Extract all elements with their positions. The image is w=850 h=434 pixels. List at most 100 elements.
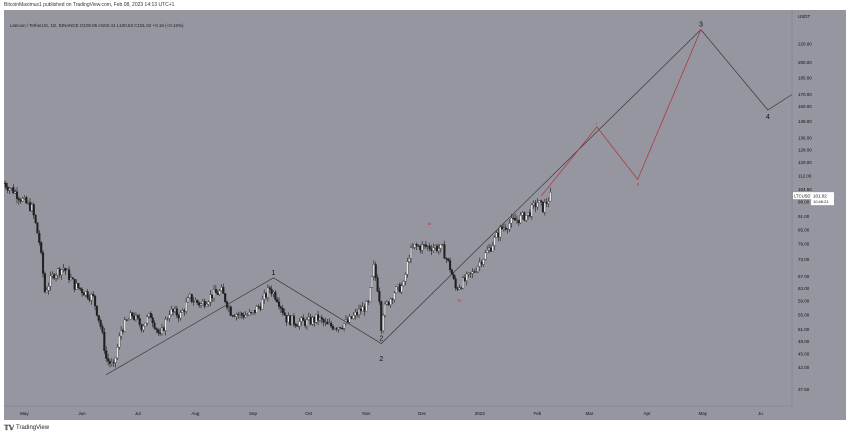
candle-body [471, 271, 474, 274]
candle-body [166, 318, 169, 320]
candle-body [317, 314, 320, 321]
candle [144, 322, 147, 327]
candle-body [51, 274, 54, 277]
candle [326, 319, 329, 325]
candle [320, 314, 323, 324]
candle-body [120, 330, 123, 337]
candle [188, 292, 191, 299]
candle-body [75, 283, 78, 290]
candle [411, 242, 414, 249]
candle [136, 314, 139, 320]
candle-body [34, 214, 37, 223]
candle-body [251, 310, 255, 313]
candle [354, 308, 357, 320]
x-tick-label: Aug [191, 411, 200, 416]
candle [501, 225, 504, 231]
candle [488, 243, 491, 254]
candle [43, 271, 46, 294]
candle [244, 311, 247, 318]
candle-body [465, 273, 468, 281]
candle-body [510, 217, 513, 224]
x-axis: May Jun Jul Aug Sep Oct Nov Dec 2023 Feb Mar Apr May… [4, 405, 846, 420]
candle [417, 244, 420, 247]
candle [491, 242, 494, 252]
last-price-countdown: 10:46:21 [813, 199, 829, 204]
candle [348, 313, 351, 324]
candle-body [545, 202, 548, 204]
candle [201, 298, 204, 305]
candle [203, 298, 206, 309]
y-tick-label: 73.00 [798, 257, 810, 262]
candle [56, 267, 59, 280]
candle-body [493, 237, 496, 246]
candle-body [125, 319, 128, 321]
candle [294, 322, 297, 329]
candle-body [285, 315, 288, 323]
candle [380, 300, 383, 334]
candle-body [476, 266, 479, 272]
candle-body [198, 302, 201, 306]
candle-body [268, 287, 271, 290]
candle [235, 312, 238, 321]
candle-body [133, 315, 136, 320]
candle [317, 310, 320, 326]
candle-body [32, 204, 35, 216]
candle [237, 311, 240, 319]
candle-body [482, 259, 485, 265]
candle [92, 291, 95, 298]
candle [512, 214, 515, 220]
candle [125, 319, 128, 322]
candle-body [196, 299, 199, 303]
candle [127, 317, 130, 321]
candle [220, 284, 223, 292]
y-tick-label: 170.00 [798, 92, 812, 97]
candle [196, 299, 199, 306]
candle [337, 326, 340, 333]
candle-body [512, 217, 515, 219]
candle [400, 282, 403, 295]
candle [465, 271, 468, 286]
candle [398, 282, 401, 293]
candle-body [131, 312, 134, 317]
candle [199, 302, 203, 309]
candle [15, 187, 19, 204]
chart-frame[interactable]: 1 2 3 4 i ii iii iv 2 USDT 37.50 42.00 45.00 48.00 51… [4, 10, 846, 420]
candle [344, 314, 348, 326]
candle-body [296, 325, 299, 327]
candle [140, 323, 143, 333]
candle [367, 299, 370, 306]
x-tick-label: Feb [534, 411, 542, 416]
candle [278, 297, 281, 310]
y-axis: USDT 37.50 42.00 45.00 48.00 51.00 55.00 59.00 6… [791, 10, 846, 420]
candle-body [536, 202, 539, 208]
candle-body [270, 289, 273, 295]
candle [23, 195, 26, 200]
candle-body [41, 252, 45, 274]
candle-body [103, 332, 106, 351]
candle [73, 278, 76, 293]
candle [159, 328, 162, 336]
x-tick-label: May [20, 411, 29, 416]
candle [291, 315, 294, 325]
candle-body [292, 315, 295, 325]
candle [372, 260, 375, 281]
y-tick-label: 104.50 [798, 187, 812, 192]
candle [346, 316, 349, 323]
candle-body [398, 284, 401, 293]
candle [36, 222, 39, 234]
candle-body [8, 188, 11, 191]
candle-body [460, 287, 463, 289]
candle [95, 305, 98, 317]
candle-body [504, 227, 507, 230]
candle-body [424, 244, 427, 247]
y-tick-label: 45.00 [798, 352, 810, 357]
candle-body [238, 313, 242, 315]
candle-body [313, 317, 316, 323]
candle-body [506, 229, 509, 230]
candle-body [382, 314, 385, 331]
candle-body [190, 294, 193, 302]
candle-body [354, 311, 357, 316]
candle-body [257, 306, 260, 308]
candle [389, 297, 392, 308]
